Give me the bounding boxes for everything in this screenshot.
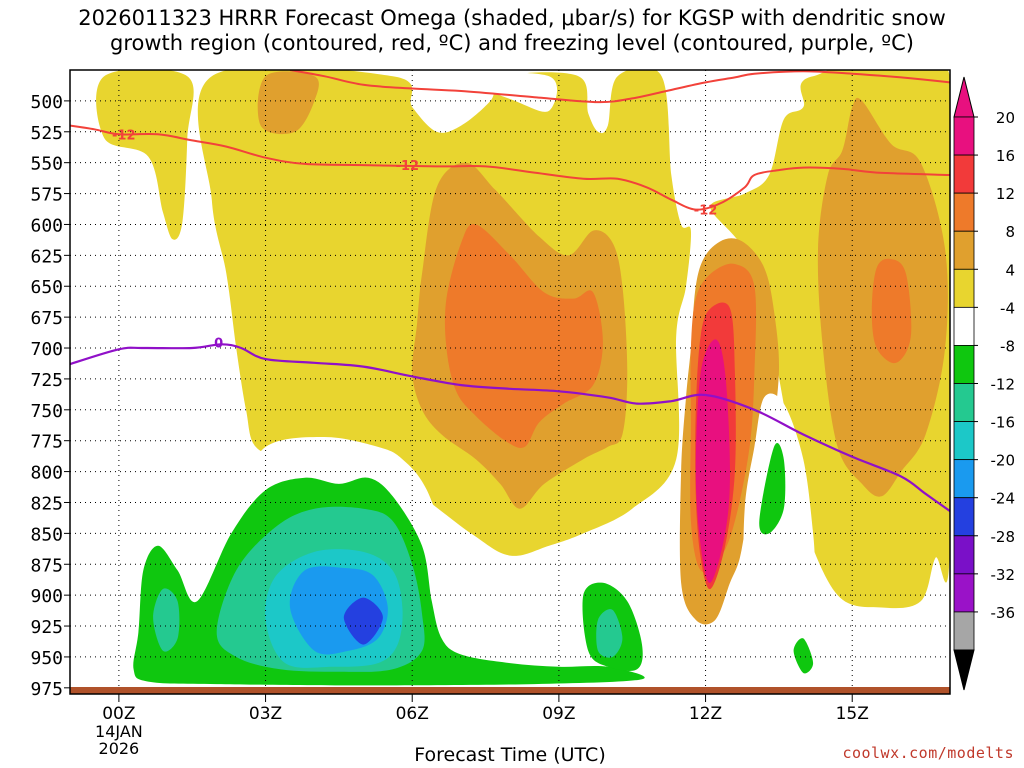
y-tick-label: 700 xyxy=(30,339,63,360)
y-tick-label: 875 xyxy=(30,555,63,576)
colorbar-bottom-arrow xyxy=(953,649,975,691)
omega-region xyxy=(596,609,623,658)
colorbar-bin xyxy=(953,192,975,232)
omega-region xyxy=(343,597,383,645)
colorbar-top-arrow xyxy=(953,76,975,118)
colorbar-bin xyxy=(953,268,975,308)
colorbar-label: 16 xyxy=(996,147,1015,165)
dgz-contour-label: -12 xyxy=(694,204,718,219)
title-line-2: growth region (contoured, red, ºC) and f… xyxy=(110,31,914,55)
colorbar-bin xyxy=(953,154,975,194)
colorbar-label: 12 xyxy=(996,185,1015,203)
y-tick-label: 750 xyxy=(30,401,63,422)
colorbar-bin xyxy=(953,230,975,270)
y-tick-label: 975 xyxy=(30,679,63,700)
dgz-contour xyxy=(289,70,950,104)
colorbar-label: -28 xyxy=(991,528,1016,546)
x-tick-label: 06Z xyxy=(396,704,429,724)
site-credit[interactable]: coolwx.com/modelts xyxy=(842,744,1014,762)
colorbar-label: -36 xyxy=(991,604,1016,622)
x-tick-label: 12Z xyxy=(689,704,722,724)
freezing-level-contour xyxy=(70,343,950,512)
omega-region xyxy=(793,638,814,674)
y-tick-label: 900 xyxy=(30,586,63,607)
colorbar-label: 8 xyxy=(1005,223,1015,241)
y-tick-label: 500 xyxy=(30,92,63,113)
ground-strip xyxy=(70,687,950,694)
colorbar-label: -24 xyxy=(991,490,1016,508)
freezing-contour-label: 0 xyxy=(214,336,223,351)
omega-region xyxy=(871,258,912,364)
y-tick-label: 525 xyxy=(30,123,63,144)
colorbar-bin xyxy=(953,383,975,422)
x-axis-title: Forecast Time (UTC) xyxy=(414,744,606,766)
x-tick-label: 03Z xyxy=(249,704,282,724)
omega-region xyxy=(759,443,786,535)
colorbar-label: -12 xyxy=(991,376,1016,394)
omega-shaded-regions xyxy=(70,70,950,694)
y-tick-label: 825 xyxy=(30,493,63,514)
y-tick-label: 675 xyxy=(30,308,63,329)
dgz-contour xyxy=(70,124,950,211)
y-tick-label: 550 xyxy=(30,154,63,175)
dgz-contour-label: -12 xyxy=(396,159,420,174)
y-tick-label: 800 xyxy=(30,463,63,484)
omega-region xyxy=(460,72,558,112)
colorbar-bin xyxy=(953,573,975,613)
x-tick-label: 09Z xyxy=(542,704,575,724)
colorbar-bin xyxy=(953,611,975,651)
y-tick-label: 925 xyxy=(30,617,63,638)
colorbar-label: -20 xyxy=(991,452,1016,470)
colorbar-bin xyxy=(953,459,975,499)
colorbar-bin xyxy=(953,306,975,346)
contour-labels: -12 -12 -12 0 xyxy=(112,128,717,351)
chart-title: 2026011323 HRRR Forecast Omega (shaded, … xyxy=(0,6,1024,56)
omega-region xyxy=(743,393,950,694)
y-tick-label: 950 xyxy=(30,648,63,669)
colorbar-bin xyxy=(953,535,975,575)
y-tick-label: 600 xyxy=(30,215,63,236)
omega-region xyxy=(257,71,319,135)
ground-surface xyxy=(70,687,950,694)
x-date-label: 14JAN xyxy=(95,722,143,741)
x-tick-label: 00Z xyxy=(102,704,135,724)
omega-region xyxy=(695,339,730,583)
colorbar-bin xyxy=(953,116,975,156)
colorbar-label: -8 xyxy=(1000,337,1015,355)
colorbar-label: 20 xyxy=(996,109,1015,127)
colorbar-label: -32 xyxy=(991,566,1016,584)
y-tick-label: 850 xyxy=(30,524,63,545)
omega-region xyxy=(96,70,194,240)
colorbar-label: -4 xyxy=(1000,299,1015,317)
y-tick-label: 650 xyxy=(30,277,63,298)
colorbar-label: -16 xyxy=(991,414,1016,432)
dgz-contour-label: -12 xyxy=(112,128,136,143)
y-tick-label: 575 xyxy=(30,185,63,206)
y-axis: 500 525 550 575 600 625 650 675 700 725 750 775 800 8… xyxy=(30,92,70,700)
y-tick-label: 725 xyxy=(30,370,63,391)
colorbar-bin xyxy=(953,497,975,537)
colorbar-bin xyxy=(953,421,975,461)
plot-frame xyxy=(69,69,951,695)
grid-lines xyxy=(70,70,950,694)
title-line-1: 2026011323 HRRR Forecast Omega (shaded, … xyxy=(78,6,946,30)
colorbar: 20 16 12 8 4 -4 -8 -12 -16 -20 -24 -28 -32 -36 xyxy=(953,76,1016,691)
y-tick-label: 775 xyxy=(30,432,63,453)
colorbar-label: 4 xyxy=(1005,261,1015,279)
x-tick-label: 15Z xyxy=(836,704,869,724)
contour-lines xyxy=(70,70,950,512)
colorbar-bin xyxy=(953,345,975,384)
y-tick-label: 625 xyxy=(30,246,63,267)
x-year-label: 2026 xyxy=(99,739,140,758)
omega-region xyxy=(153,588,180,652)
